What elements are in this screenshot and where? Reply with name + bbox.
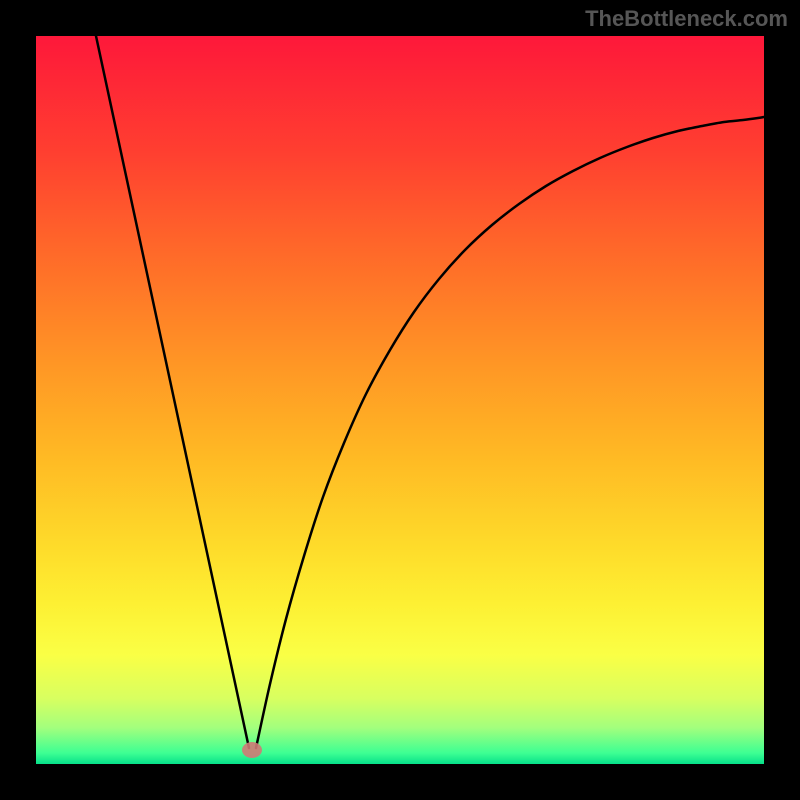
bottleneck-plot	[0, 0, 800, 800]
watermark-text: TheBottleneck.com	[585, 6, 788, 32]
chart-frame: TheBottleneck.com	[0, 0, 800, 800]
bottleneck-marker	[242, 742, 262, 758]
plot-background	[36, 36, 764, 764]
